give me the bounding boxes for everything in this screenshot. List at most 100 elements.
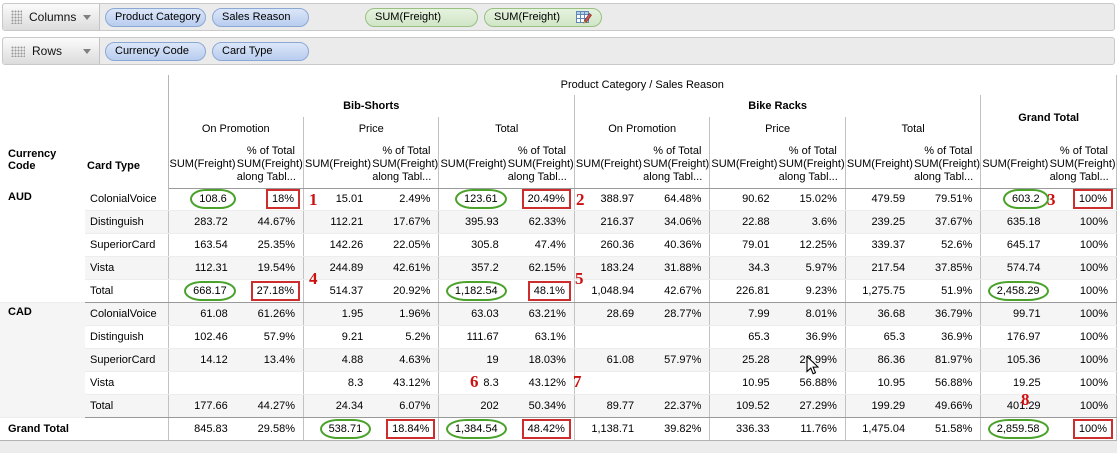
value-cell[interactable]: 17.67% <box>371 210 439 234</box>
value-cell[interactable]: 44.67% <box>235 210 304 234</box>
pill-sales-reason[interactable]: Sales Reason <box>212 7 309 27</box>
value-cell[interactable]: 1,384.54 <box>438 417 507 441</box>
value-cell[interactable]: 36.9% <box>777 325 846 349</box>
sales-reason-header[interactable]: On Promotion <box>573 117 710 141</box>
value-cell[interactable]: 42.61% <box>371 256 439 280</box>
value-cell[interactable]: 2.49% <box>371 188 439 211</box>
value-cell[interactable]: 25.35% <box>235 233 304 257</box>
value-cell[interactable]: 9.21 <box>302 325 372 349</box>
value-cell[interactable]: 339.37 <box>844 233 914 257</box>
value-cell[interactable]: 239.25 <box>844 210 914 234</box>
measure-header-pct[interactable]: % of Total SUM(Freight) along Tabl... <box>642 141 710 189</box>
value-cell[interactable]: 52.6% <box>913 233 981 257</box>
value-cell[interactable]: 25.28 <box>709 348 778 372</box>
value-cell[interactable]: 47.4% <box>506 233 575 257</box>
currency-row-header[interactable]: AUD <box>0 188 85 303</box>
value-cell[interactable]: 100% <box>1048 394 1117 418</box>
card-type-row-header[interactable]: ColonialVoice <box>85 188 169 211</box>
value-cell[interactable]: 57.97% <box>642 348 710 372</box>
value-cell[interactable]: 24.34 <box>302 394 372 418</box>
card-type-row-header[interactable]: Total <box>85 394 169 418</box>
value-cell[interactable]: 37.85% <box>913 256 981 280</box>
value-cell[interactable]: 283.72 <box>167 210 236 234</box>
value-cell[interactable]: 100% <box>1048 256 1117 280</box>
value-cell[interactable]: 79.51% <box>913 188 981 211</box>
card-type-row-header[interactable]: ColonialVoice <box>85 302 169 326</box>
category-header-1[interactable]: Bike Racks <box>573 95 981 117</box>
value-cell[interactable]: 56.88% <box>913 371 981 395</box>
value-cell[interactable]: 99.71 <box>980 302 1049 326</box>
value-cell[interactable]: 1,182.54 <box>438 279 507 303</box>
value-cell[interactable]: 4.88 <box>302 348 372 372</box>
value-cell[interactable]: 163.54 <box>167 233 236 257</box>
value-cell[interactable]: 49.66% <box>913 394 981 418</box>
value-cell[interactable] <box>573 371 643 395</box>
value-cell[interactable]: 61.08 <box>167 302 236 326</box>
value-cell[interactable]: 19.54% <box>235 256 304 280</box>
value-cell[interactable]: 1.95 <box>302 302 372 326</box>
value-cell[interactable]: 18.84% <box>371 417 439 441</box>
value-cell[interactable]: 603.2 <box>980 188 1049 211</box>
value-cell[interactable]: 51.58% <box>913 417 981 441</box>
value-cell[interactable]: 142.26 <box>302 233 372 257</box>
value-cell[interactable]: 100% <box>1048 233 1117 257</box>
value-cell[interactable]: 305.8 <box>438 233 507 257</box>
grand-total-row-header[interactable]: Grand Total <box>0 417 169 441</box>
measure-header-sum[interactable]: SUM(Freight) <box>438 141 507 189</box>
value-cell[interactable]: 11.76% <box>777 417 846 441</box>
value-cell[interactable]: 23.99% <box>777 348 846 372</box>
value-cell[interactable]: 8.3 <box>302 371 372 395</box>
value-cell[interactable]: 479.59 <box>844 188 914 211</box>
measure-header-pct[interactable]: % of Total SUM(Freight) along Tabl... <box>1048 141 1117 189</box>
measure-header-sum[interactable]: SUM(Freight) <box>844 141 914 189</box>
value-cell[interactable]: 79.01 <box>709 233 778 257</box>
value-cell[interactable]: 845.83 <box>167 417 236 441</box>
card-type-row-header[interactable]: SuperiorCard <box>85 348 169 372</box>
value-cell[interactable] <box>573 325 643 349</box>
value-cell[interactable]: 199.29 <box>844 394 914 418</box>
pill-card-type[interactable]: Card Type <box>212 41 309 61</box>
value-cell[interactable]: 86.36 <box>844 348 914 372</box>
value-cell[interactable]: 13.4% <box>235 348 304 372</box>
pill-sum-freight-[interactable]: SUM(Freight) <box>484 7 602 27</box>
value-cell[interactable]: 5.97% <box>777 256 846 280</box>
value-cell[interactable]: 395.93 <box>438 210 507 234</box>
value-cell[interactable]: 61.08 <box>573 348 643 372</box>
value-cell[interactable]: 336.33 <box>709 417 778 441</box>
value-cell[interactable]: 36.68 <box>844 302 914 326</box>
currency-row-header[interactable]: CAD <box>0 302 85 418</box>
value-cell[interactable]: 111.67 <box>438 325 507 349</box>
value-cell[interactable]: 65.3 <box>844 325 914 349</box>
value-cell[interactable]: 44.27% <box>235 394 304 418</box>
value-cell[interactable]: 216.37 <box>573 210 643 234</box>
value-cell[interactable]: 574.74 <box>980 256 1049 280</box>
value-cell[interactable]: 63.21% <box>506 302 575 326</box>
value-cell[interactable]: 123.61 <box>438 188 507 211</box>
value-cell[interactable]: 100% <box>1048 188 1117 211</box>
value-cell[interactable] <box>642 325 710 349</box>
value-cell[interactable]: 63.1% <box>506 325 575 349</box>
value-cell[interactable]: 42.67% <box>642 279 710 303</box>
card-type-field-label[interactable]: Card Type <box>87 160 140 172</box>
value-cell[interactable]: 538.71 <box>302 417 372 441</box>
value-cell[interactable] <box>167 371 236 395</box>
value-cell[interactable]: 105.36 <box>980 348 1049 372</box>
value-cell[interactable]: 177.66 <box>167 394 236 418</box>
value-cell[interactable]: 34.06% <box>642 210 710 234</box>
card-type-row-header[interactable]: Total <box>85 279 169 303</box>
value-cell[interactable]: 10.95 <box>709 371 778 395</box>
value-cell[interactable]: 28.69 <box>573 302 643 326</box>
value-cell[interactable]: 9.23% <box>777 279 846 303</box>
value-cell[interactable]: 57.9% <box>235 325 304 349</box>
measure-header-pct[interactable]: % of Total SUM(Freight) along Tabl... <box>371 141 439 189</box>
value-cell[interactable]: 244.89 <box>302 256 372 280</box>
sales-reason-header[interactable]: Price <box>709 117 846 141</box>
value-cell[interactable]: 100% <box>1048 210 1117 234</box>
card-type-row-header[interactable]: SuperiorCard <box>85 233 169 257</box>
value-cell[interactable]: 3.6% <box>777 210 846 234</box>
value-cell[interactable]: 28.77% <box>642 302 710 326</box>
value-cell[interactable]: 27.18% <box>235 279 304 303</box>
value-cell[interactable]: 112.21 <box>302 210 372 234</box>
rows-shelf-button[interactable]: Rows <box>3 38 100 64</box>
value-cell[interactable]: 7.99 <box>709 302 778 326</box>
